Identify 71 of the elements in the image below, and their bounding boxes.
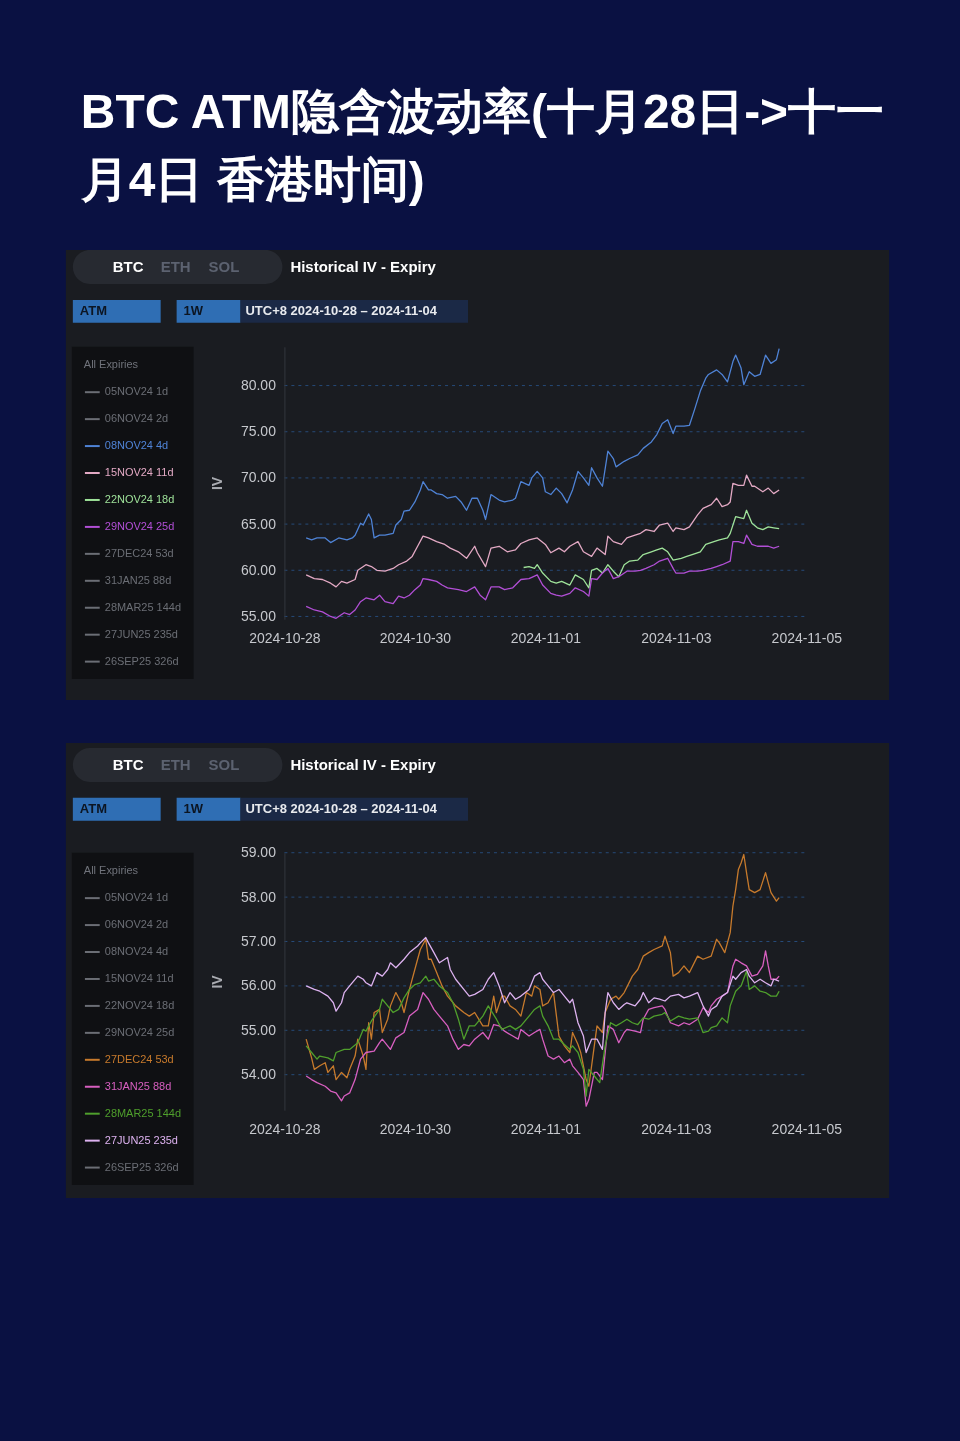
y-tick-label: 55.00 xyxy=(240,1021,277,1038)
legend-label: 28MAR25 144d xyxy=(104,600,182,613)
legend-label: 22NOV24 18d xyxy=(104,492,175,505)
x-tick-label: 2024-11-03 xyxy=(641,1120,712,1137)
legend-label: 26SEP25 326d xyxy=(104,1160,179,1173)
legend-label: 31JAN25 88d xyxy=(104,1079,172,1092)
x-tick-label: 2024-11-01 xyxy=(510,629,582,646)
line-series xyxy=(305,970,780,1097)
legend-label: 05NOV24 1d xyxy=(104,385,169,398)
x-tick-label: 2024-10-28 xyxy=(249,629,321,646)
text: SOL xyxy=(208,257,240,275)
chart-subtitle: Historical IV - Expiry xyxy=(290,257,437,275)
line-series xyxy=(305,853,780,1087)
text: ETH xyxy=(160,755,191,773)
chart-title: Historical IV - Expiry xyxy=(290,755,437,773)
y-tick-label: 80.00 xyxy=(240,377,277,394)
x-tick-label: 2024-11-05 xyxy=(771,629,843,646)
legend-label: 08NOV24 4d xyxy=(104,439,169,452)
text: SOL xyxy=(208,755,240,773)
text: UTC+8 2024-10-28 – 2024-11-04 xyxy=(245,302,438,318)
text: 1W xyxy=(183,800,204,816)
y-tick-label: 60.00 xyxy=(240,561,277,578)
legend-label: 29NOV24 25d xyxy=(104,519,175,532)
legend-label: 22NOV24 18d xyxy=(104,998,175,1011)
text: ATM xyxy=(79,800,107,816)
line-series xyxy=(522,509,780,589)
line-series xyxy=(305,347,780,544)
x-tick-label: 2024-10-28 xyxy=(249,1120,321,1137)
legend-label: 28MAR25 144d xyxy=(104,1106,182,1119)
legend-label: 08NOV24 4d xyxy=(104,945,169,958)
x-tick-label: 2024-10-30 xyxy=(379,629,452,646)
line-series xyxy=(305,534,780,619)
legend-label: 27JUN25 235d xyxy=(104,1133,178,1146)
y-tick-label: 57.00 xyxy=(240,933,277,949)
y-tick-label: 70.00 xyxy=(240,469,277,486)
y-axis-title: IV xyxy=(209,476,225,491)
legend-label: 27DEC24 53d xyxy=(104,1052,174,1065)
line-series xyxy=(305,474,780,588)
line-series xyxy=(305,936,780,1054)
x-tick-label: 2024-11-05 xyxy=(771,1120,843,1137)
text: 1W xyxy=(183,302,204,318)
legend-label: 06NOV24 2d xyxy=(104,918,169,931)
legend-label: 15NOV24 11d xyxy=(104,971,174,984)
legend-label: 26SEP25 326d xyxy=(104,654,179,667)
legend-title: All Expiries xyxy=(83,357,139,370)
text: BTC xyxy=(112,257,144,275)
legend-label: 27DEC24 53d xyxy=(104,546,174,559)
text: UTC+8 2024-10-28 – 2024-11-04 xyxy=(245,800,438,816)
y-tick-label: 56.00 xyxy=(240,977,277,994)
text: ETH xyxy=(160,257,191,275)
legend-label: 31JAN25 88d xyxy=(104,573,172,586)
x-tick-label: 2024-11-03 xyxy=(641,629,712,646)
chart-title: BTC ATM隐含波动率(十月28日->十一月4日 香港时间) xyxy=(79,85,885,207)
y-tick-label: 58.00 xyxy=(240,888,277,905)
y-tick-label: 55.00 xyxy=(240,607,277,624)
x-tick-label: 2024-11-01 xyxy=(510,1120,582,1137)
y-tick-label: 59.00 xyxy=(240,844,277,861)
line-series xyxy=(305,950,780,1107)
y-tick-label: 75.00 xyxy=(240,423,277,440)
text: ATM xyxy=(79,302,107,318)
x-tick-label: 2024-10-30 xyxy=(379,1120,452,1137)
y-tick-label: 65.00 xyxy=(240,515,277,532)
y-axis-title: IV xyxy=(209,974,225,989)
legend-label: 29NOV24 25d xyxy=(104,1025,175,1038)
text: BTC xyxy=(112,755,144,773)
legend-title: All Expiries xyxy=(83,863,139,876)
legend-label: 05NOV24 1d xyxy=(104,891,169,904)
y-tick-label: 54.00 xyxy=(240,1066,277,1083)
legend-label: 15NOV24 11d xyxy=(104,466,174,479)
legend-label: 06NOV24 2d xyxy=(104,412,169,425)
legend-label: 27JUN25 235d xyxy=(104,627,178,640)
